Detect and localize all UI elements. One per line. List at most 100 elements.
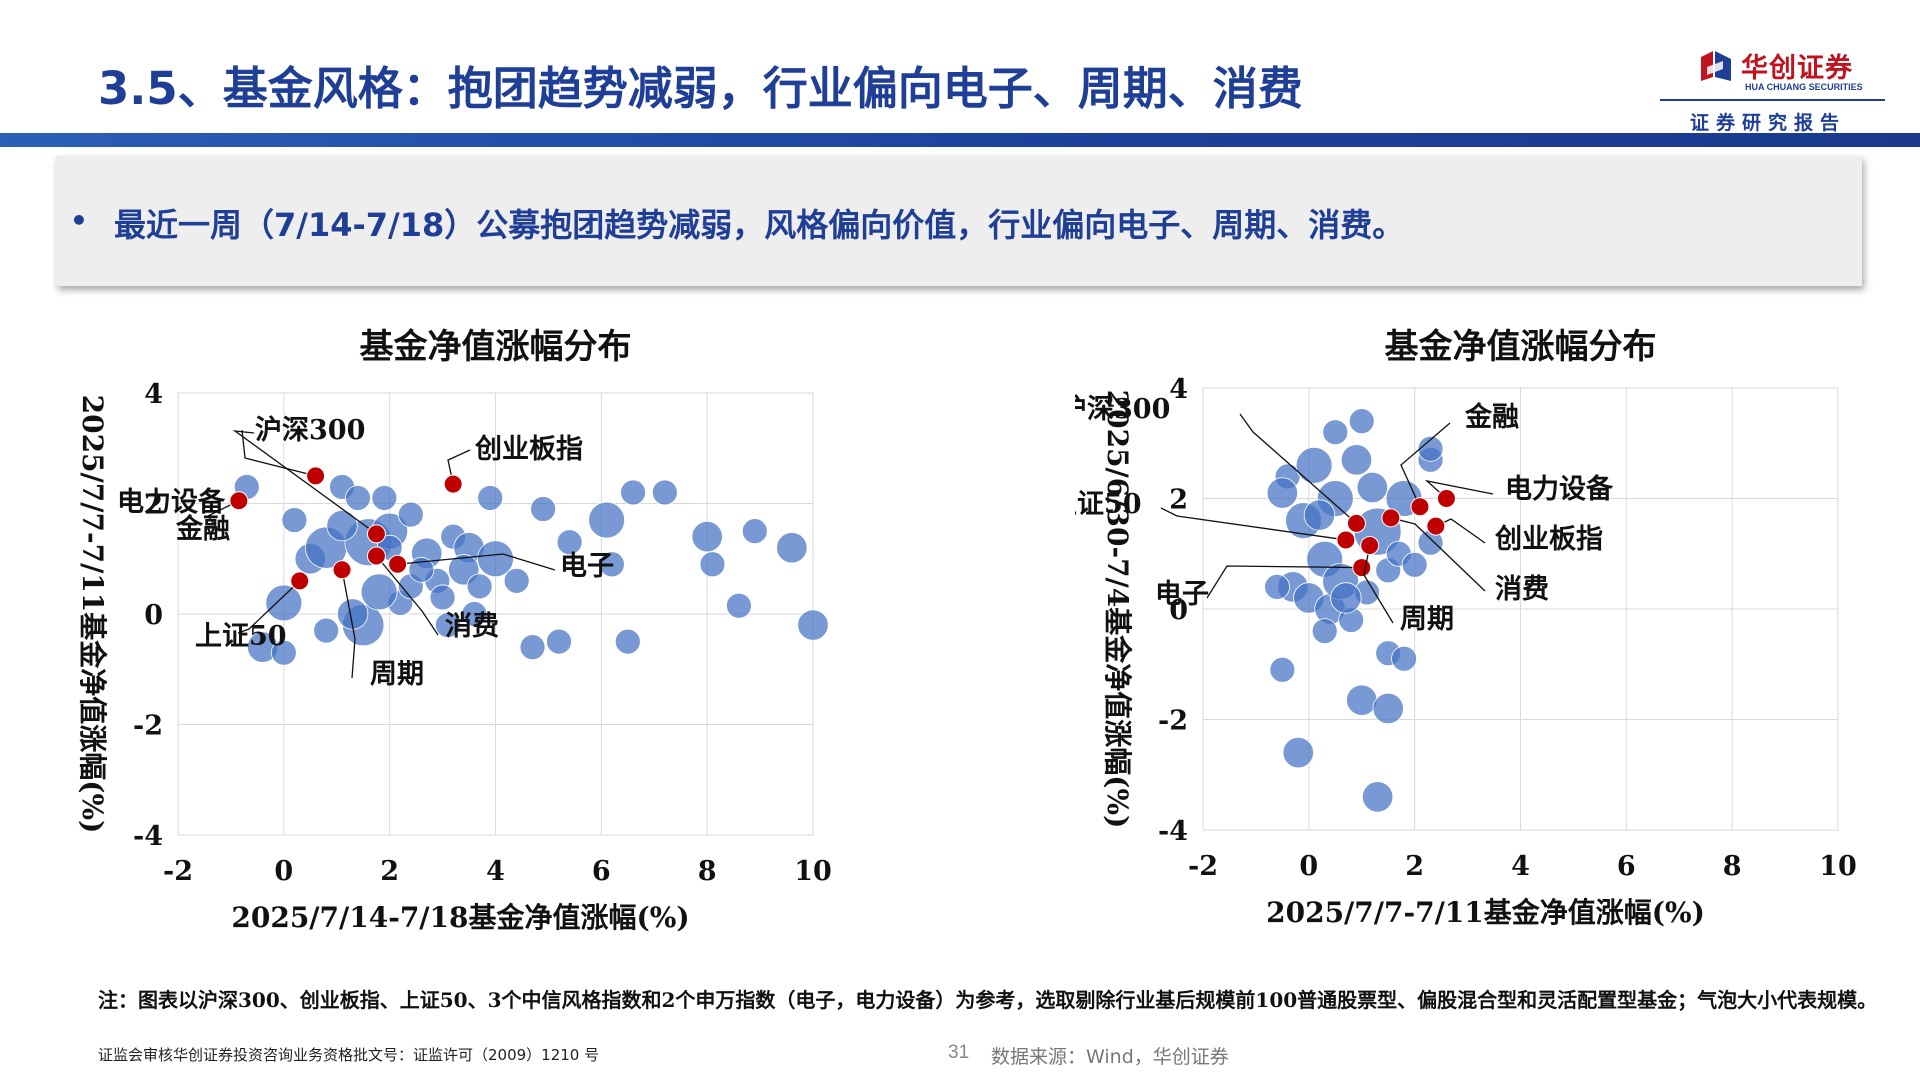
index-marker (366, 524, 386, 544)
leader-line (1400, 422, 1451, 508)
fund-bubble (546, 628, 572, 655)
index-marker (1426, 516, 1446, 536)
index-label: 周期 (1400, 604, 1454, 635)
y-tick-label: 4 (1169, 374, 1188, 405)
index-marker (332, 560, 352, 580)
x-tick-label: 4 (1511, 851, 1530, 882)
y-tick-label: -2 (133, 711, 163, 742)
fund-bubble (1356, 471, 1388, 504)
fund-bubble (1417, 435, 1444, 462)
summary-text: 最近一周（7/14-7/18）公募抱团趋势减弱，风格偏向价值，行业偏向电子、周期… (114, 206, 1405, 244)
fund-bubble (408, 556, 435, 583)
index-marker (388, 554, 408, 574)
y-tick-label: 2 (144, 490, 163, 521)
fund-bubble (1372, 692, 1404, 725)
leader-line (397, 553, 556, 571)
leader-line (375, 555, 439, 636)
x-tick-label: 8 (698, 856, 717, 887)
summary-box: • 最近一周（7/14-7/18）公募抱团趋势减弱，风格偏向价值，行业偏向电子、… (56, 156, 1862, 286)
x-tick-label: 6 (592, 856, 611, 887)
leader-line (341, 569, 356, 679)
fund-bubble (726, 592, 752, 619)
index-marker (229, 491, 249, 511)
y-axis-label: 2025/6/30-7/4基金净值涨幅(%) (1101, 390, 1134, 829)
fund-bubble (1348, 408, 1375, 435)
fund-bubble (556, 529, 583, 556)
fund-bubble (345, 485, 371, 511)
fund-bubble (397, 501, 424, 528)
fund-bubble (1264, 573, 1290, 600)
index-label: 创业板指 (1494, 524, 1603, 555)
leader-line (1206, 565, 1362, 599)
index-label: 上证50 (195, 621, 287, 652)
fund-bubble (477, 485, 504, 511)
fund-bubble (270, 639, 297, 666)
fund-bubble (1295, 446, 1333, 484)
y-tick-label: -4 (1158, 816, 1188, 847)
fund-bubble (1303, 499, 1336, 531)
leader-line (232, 430, 377, 535)
y-tick-label: 2 (1169, 485, 1188, 516)
fund-bubble (1391, 645, 1417, 672)
fund-bubble (371, 485, 398, 511)
fund-bubble (360, 573, 398, 611)
index-label: 沪深300 (1075, 394, 1170, 425)
x-tick-label: 2 (1405, 851, 1424, 882)
company-logo: 华创证券 HUA CHUANG SECURITIES 证券研究报告 (1660, 42, 1885, 137)
index-label: 电力设备 (1505, 474, 1614, 505)
chart-title: 基金净值涨幅分布 (1385, 327, 1657, 367)
fund-bubble (741, 518, 768, 545)
page-title: 3.5、基金风格：抱团趋势减弱，行业偏向电子、周期、消费 (98, 62, 1303, 115)
y-tick-label: -2 (1158, 706, 1188, 737)
x-tick-label: 2 (380, 856, 399, 887)
x-axis-label: 2025/7/14-7/18基金净值涨幅(%) (231, 901, 689, 934)
fund-bubble (1266, 477, 1299, 509)
chart-right: 基金净值涨幅分布-2 0 2 4 6 8 10420-2-42025/7/7-7/11基金净… (1075, 327, 1857, 929)
bullet-icon: • (70, 204, 88, 237)
fund-bubble (1330, 582, 1362, 614)
x-tick-label: 10 (794, 856, 832, 887)
fund-bubble (477, 540, 514, 578)
logo-mark-icon (1697, 47, 1735, 85)
index-label: 周期 (370, 659, 424, 690)
fund-bubble (503, 567, 530, 594)
y-tick-label: 0 (144, 600, 163, 631)
y-axis-label: 2025/7/7-7/11基金净值涨幅(%) (76, 395, 109, 834)
footnote: 注：图表以沪深300、创业板指、上证50、3个中信风格指数和2个申万指数（电子，… (98, 988, 1878, 1012)
index-label: 电力设备 (117, 487, 226, 518)
index-label: 电子 (560, 551, 614, 582)
data-source: 数据来源：Wind，华创证券 (991, 1046, 1229, 1068)
leader-line (1363, 545, 1394, 624)
x-tick-label: 0 (274, 856, 293, 887)
index-marker (1360, 535, 1380, 555)
index-marker (1346, 513, 1366, 533)
fund-bubble (588, 501, 626, 539)
chart-title: 基金净值涨幅分布 (360, 327, 632, 367)
x-tick-label: -2 (163, 856, 193, 887)
index-marker (1336, 530, 1356, 550)
fund-bubble (530, 496, 557, 522)
leader-line (1424, 479, 1494, 499)
header-divider-bar (0, 133, 1920, 147)
fund-bubble (434, 612, 461, 638)
index-marker (1436, 489, 1456, 508)
fund-bubble (1311, 618, 1338, 645)
fund-bubble (461, 601, 488, 627)
x-tick-label: 6 (1617, 851, 1636, 882)
fund-bubble (281, 507, 308, 533)
fund-bubble (1361, 781, 1394, 813)
y-tick-label: 0 (1169, 595, 1188, 626)
logo-english: HUA CHUANG SECURITIES (1745, 82, 1863, 92)
fund-bubble (1401, 551, 1428, 578)
x-tick-label: 4 (486, 856, 505, 887)
index-marker (1381, 508, 1401, 528)
fund-bubble (1346, 684, 1378, 716)
fund-bubble (466, 573, 493, 600)
leader-line (241, 429, 316, 477)
x-tick-label: 10 (1819, 851, 1857, 882)
fund-bubble (429, 584, 456, 611)
fund-bubble (614, 628, 641, 655)
leader-line (1160, 507, 1346, 541)
index-marker (366, 546, 386, 566)
fund-bubble (265, 584, 303, 622)
